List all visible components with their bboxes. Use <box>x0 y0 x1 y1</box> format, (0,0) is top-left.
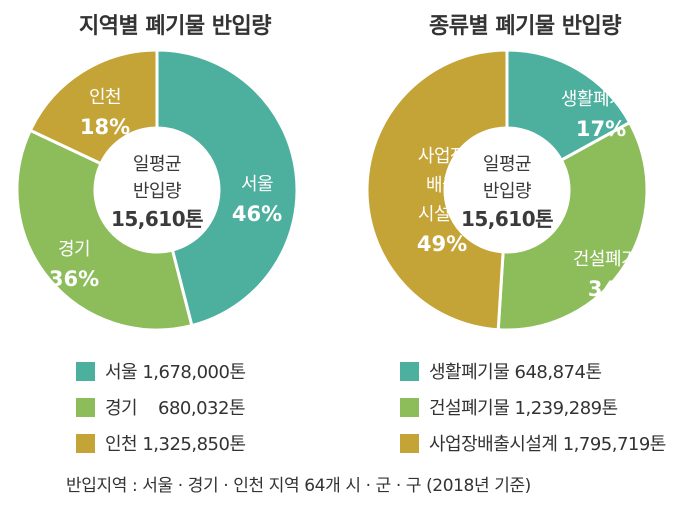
slice-name-text: 건설폐기물 <box>573 249 653 270</box>
legend-label: 건설폐기물 1,239,289톤 <box>429 398 618 419</box>
slice-label: 인천 18% <box>80 87 130 139</box>
slice-label: 경기 36% <box>49 239 99 291</box>
slice-percent-text: 18% <box>80 115 130 139</box>
center-label-text: 15,610톤 <box>111 207 203 231</box>
center-label-text: 일평균 <box>133 154 181 175</box>
slice-percent-text: 34% <box>588 277 638 301</box>
slice-percent-text: 36% <box>49 267 99 291</box>
slice-name-text: 서울 <box>241 174 273 195</box>
legend-label: 사업장배출시설계 1,795,719톤 <box>429 434 666 455</box>
legend-label: 생활폐기물 648,874톤 <box>429 362 602 383</box>
slice-label: 사업장배출시설계 49% <box>417 146 467 256</box>
pie-slice <box>505 48 632 163</box>
pie-slice <box>155 48 299 328</box>
center-label-text: 15,610톤 <box>461 207 553 231</box>
legend-item-construction: 건설폐기물 1,239,289톤 <box>400 394 618 420</box>
legend-item-incheon: 인천 1,325,850톤 <box>76 430 246 456</box>
center-label-text: 일평균 <box>483 154 531 175</box>
footnote: 반입지역 : 서울 · 경기 · 인천 지역 64개 시 · 군 · 구 (20… <box>66 476 531 496</box>
slice-label: 생활폐기물 17% <box>561 89 642 141</box>
legend-item-seoul: 서울 1,678,000톤 <box>76 358 246 384</box>
slice-name-text: 경기 <box>58 239 90 260</box>
legend-swatch-teal <box>400 361 419 381</box>
slice-percent-text: 17% <box>576 117 626 141</box>
center-label-text: 반입량 <box>133 181 181 202</box>
legend-label: 인천 1,325,850톤 <box>105 434 246 455</box>
legend-item-gyeonggi: 경기 680,032톤 <box>76 394 246 420</box>
legend-item-household: 생활폐기물 648,874톤 <box>400 358 602 384</box>
pie-slice <box>28 48 159 166</box>
slice-name-text: 인천 <box>89 87 121 108</box>
slice-name-text: 생활폐기물 <box>561 89 641 110</box>
legend-swatch-gold <box>76 433 95 453</box>
slice-label: 서울 46% <box>232 174 282 226</box>
pie-slice <box>365 48 509 332</box>
chart-title-type: 종류별 폐기물 반입량 <box>429 14 621 39</box>
legend-item-business: 사업장배출시설계 1,795,719톤 <box>400 430 666 456</box>
legend-swatch-green <box>76 397 95 417</box>
slice-name-text: 배출 <box>426 175 458 196</box>
slice-percent-text: 46% <box>232 202 282 226</box>
pie-slice <box>15 128 194 332</box>
slice-percent-text: 49% <box>417 232 467 256</box>
slice-name-text: 사업장 <box>418 146 466 167</box>
legend-swatch-teal <box>76 361 95 381</box>
legend-swatch-gold <box>400 433 419 453</box>
legend-label: 경기 680,032톤 <box>105 398 246 419</box>
chart-title-region: 지역별 폐기물 반입량 <box>79 14 271 39</box>
pie-slice <box>496 120 649 332</box>
legend-swatch-green <box>400 397 419 417</box>
legend-label: 서울 1,678,000톤 <box>105 362 246 383</box>
center-label-text: 반입량 <box>483 181 531 202</box>
slice-label: 건설폐기물 34% <box>573 249 654 301</box>
slice-name-text: 시설계 <box>418 204 466 225</box>
